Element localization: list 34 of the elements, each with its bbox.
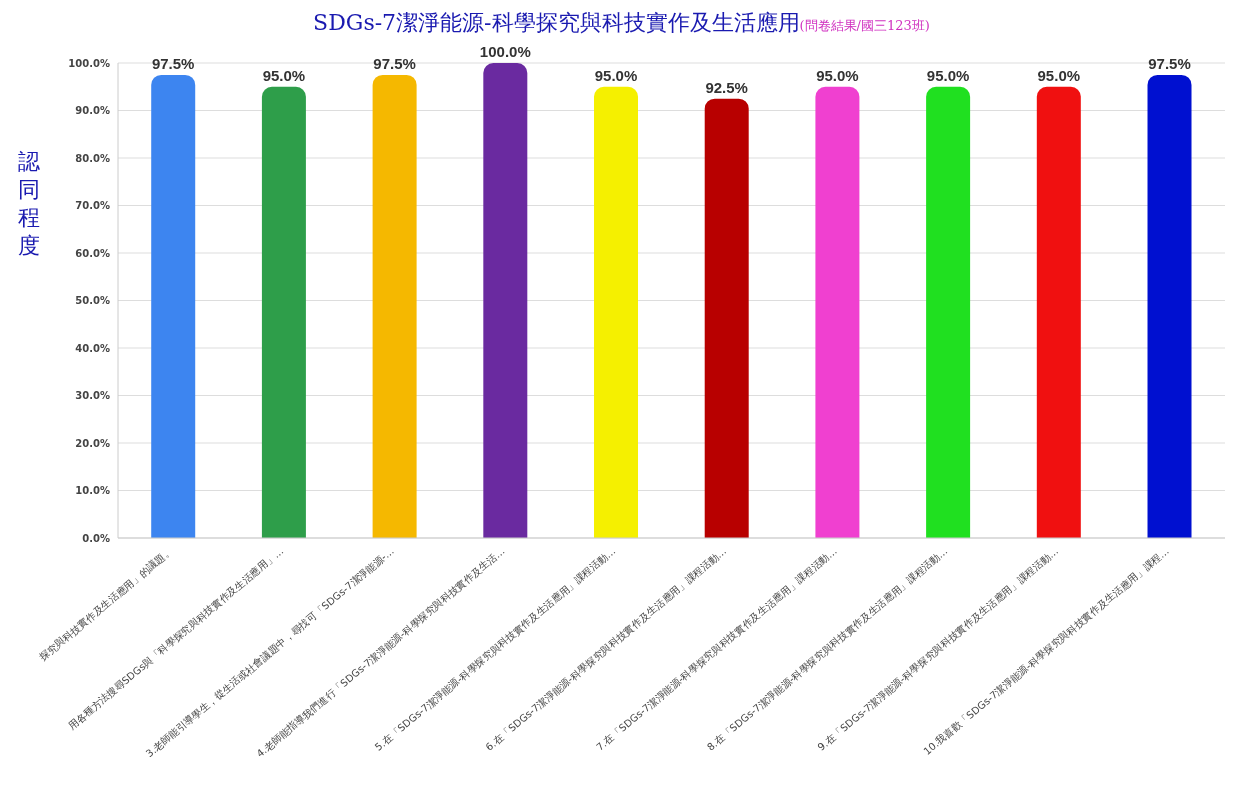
y-tick-label: 70.0% bbox=[75, 200, 110, 212]
y-tick-label: 30.0% bbox=[75, 390, 110, 402]
bar bbox=[372, 74, 417, 538]
data-label: 97.5% bbox=[151, 54, 195, 72]
y-tick-label: 0.0% bbox=[82, 532, 110, 544]
data-label: 95.0% bbox=[1037, 66, 1081, 84]
data-label: 95.0% bbox=[816, 66, 859, 84]
bar bbox=[1036, 86, 1081, 538]
bar bbox=[815, 86, 860, 538]
bar bbox=[594, 86, 639, 538]
data-label: 95.0% bbox=[262, 66, 306, 84]
data-label: 97.5% bbox=[1148, 54, 1191, 72]
data-label: 92.5% bbox=[705, 78, 748, 96]
bar bbox=[261, 86, 306, 538]
chart-title: SDGs-7潔淨能源-科學探究與科技實作及生活應用 bbox=[313, 10, 800, 35]
y-tick-label: 100.0% bbox=[68, 57, 110, 69]
y-tick-label: 40.0% bbox=[75, 342, 110, 354]
bar bbox=[151, 74, 196, 538]
bar bbox=[704, 98, 749, 538]
bar bbox=[483, 63, 528, 538]
y-tick-label: 90.0% bbox=[75, 105, 110, 117]
y-tick-label: 20.0% bbox=[75, 437, 110, 449]
y-tick-label: 50.0% bbox=[75, 295, 110, 307]
y-tick-label: 10.0% bbox=[75, 485, 110, 497]
data-label: 97.5% bbox=[373, 54, 416, 72]
y-axis-title: 認同程度 bbox=[17, 148, 41, 260]
bar bbox=[926, 86, 971, 538]
bar bbox=[1147, 74, 1192, 538]
data-label: 95.0% bbox=[594, 66, 638, 84]
chart-subtitle: (問卷結果/國三123班) bbox=[799, 18, 930, 33]
data-label: 95.0% bbox=[926, 66, 970, 84]
data-label: 100.0% bbox=[479, 43, 531, 60]
y-tick-label: 60.0% bbox=[75, 247, 110, 259]
y-tick-label: 80.0% bbox=[75, 152, 110, 164]
